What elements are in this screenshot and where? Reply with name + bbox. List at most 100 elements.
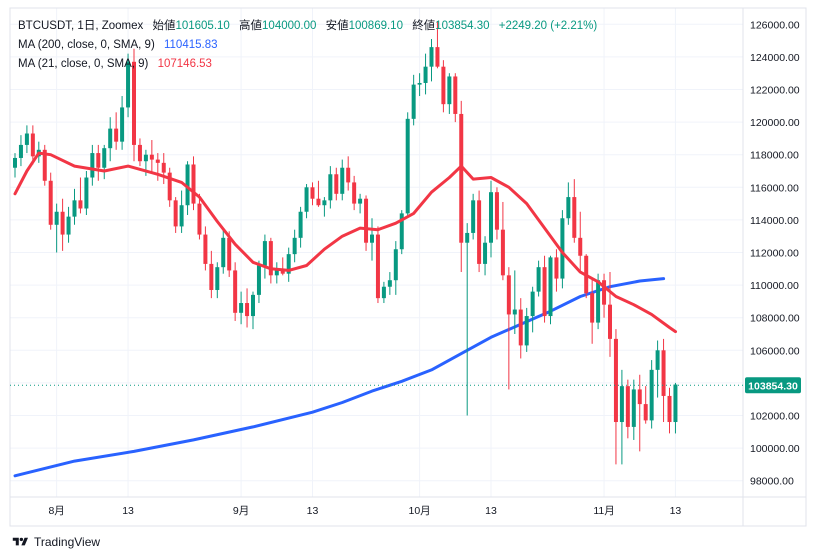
ma21-value: 107146.53 xyxy=(157,58,212,70)
candle-body xyxy=(239,303,244,313)
candle-body xyxy=(322,200,327,206)
candle-body xyxy=(245,303,250,317)
x-tick-label: 13 xyxy=(670,505,682,517)
candle-body xyxy=(661,350,666,396)
ma200-legend-row[interactable]: MA (200, close, 0, SMA, 9) 110415.83 xyxy=(18,36,597,55)
candle-body xyxy=(137,144,142,162)
candle-body xyxy=(578,237,583,256)
candle-body xyxy=(256,265,261,295)
candle-body xyxy=(340,167,345,194)
candle-body xyxy=(566,197,571,219)
candle-body xyxy=(24,133,29,145)
candle-body xyxy=(143,154,148,162)
candle-body xyxy=(608,304,612,339)
candle-body xyxy=(54,211,59,225)
candle-body xyxy=(506,275,511,315)
candle-body xyxy=(536,267,541,292)
candle-body xyxy=(48,180,53,225)
candle-body xyxy=(221,237,226,268)
candle-body xyxy=(602,280,607,305)
candle-body xyxy=(370,234,374,243)
candle-body xyxy=(84,177,89,209)
candle-body xyxy=(411,84,416,119)
x-tick-label: 8月 xyxy=(48,505,64,517)
candles xyxy=(13,21,678,465)
candle-body xyxy=(471,200,476,233)
candle-body xyxy=(453,76,458,114)
candle-body xyxy=(167,172,172,201)
candle-body xyxy=(655,350,660,370)
candle-body xyxy=(590,293,595,323)
candle-body xyxy=(673,384,678,423)
candle-body xyxy=(42,149,47,181)
candle-body xyxy=(530,291,535,317)
candle-body xyxy=(423,66,428,83)
candle-body xyxy=(251,294,255,317)
y-tick-label: 100000.00 xyxy=(750,443,800,455)
close-label: 終値 xyxy=(412,20,436,32)
high-label: 高値 xyxy=(239,20,263,32)
y-tick-label: 122000.00 xyxy=(750,85,800,97)
candle-body xyxy=(304,187,309,212)
ma200-line xyxy=(13,277,666,478)
last-price-tag xyxy=(745,377,801,394)
candle-body xyxy=(637,389,642,405)
candle-body xyxy=(435,47,440,67)
candle-body xyxy=(185,164,190,206)
candle-body xyxy=(274,268,279,276)
candle-body xyxy=(286,254,291,274)
candle-body xyxy=(542,267,547,317)
x-tick-label: 10月 xyxy=(409,505,431,517)
candle-body xyxy=(548,257,553,317)
candle-body xyxy=(215,267,220,290)
candle-body xyxy=(292,237,297,255)
candle-body xyxy=(447,76,452,105)
candle-body xyxy=(18,144,23,158)
candle-body xyxy=(120,107,125,142)
candle-body xyxy=(560,218,565,279)
y-tick-label: 110000.00 xyxy=(750,280,799,292)
candle-body xyxy=(203,234,208,264)
candle-body xyxy=(554,257,559,279)
candle-body xyxy=(417,82,422,85)
candle-body xyxy=(387,280,392,287)
candle-body xyxy=(334,174,339,194)
candle-body xyxy=(191,164,196,204)
x-tick-label: 11月 xyxy=(593,505,614,517)
candle-body xyxy=(393,249,398,281)
candle-body xyxy=(667,395,672,423)
candle-body xyxy=(173,200,178,227)
candle-body xyxy=(262,241,267,266)
candle-body xyxy=(132,61,136,145)
y-tick-label: 106000.00 xyxy=(750,345,800,357)
candle-body xyxy=(328,174,333,201)
x-tick-label: 13 xyxy=(485,505,497,517)
ma21-line xyxy=(13,151,677,334)
last-price-label: 103854.30 xyxy=(748,380,798,392)
candle-body xyxy=(494,192,499,230)
candle-body xyxy=(405,118,410,214)
ma21-layer xyxy=(13,151,677,334)
tradingview-logo-icon xyxy=(12,537,28,546)
candle-body xyxy=(375,234,380,299)
close-value: 103854.30 xyxy=(435,20,490,32)
candle-body xyxy=(233,270,238,313)
candle-body xyxy=(465,232,470,243)
candle-body xyxy=(619,386,624,423)
candle-body xyxy=(310,187,315,199)
y-tick-label: 108000.00 xyxy=(750,313,800,325)
tradingview-branding[interactable]: TradingView xyxy=(12,535,100,549)
y-tick-label: 124000.00 xyxy=(750,52,800,64)
symbol-label[interactable]: BTCUSDT, 1日, Zoomex xyxy=(18,20,144,32)
high-value: 104000.00 xyxy=(262,20,317,32)
candle-body xyxy=(500,229,505,276)
candle-body xyxy=(155,159,160,163)
ma200-label: MA (200, close, 0, SMA, 9) xyxy=(18,39,155,51)
x-tick-label: 9月 xyxy=(233,505,249,517)
candle-body xyxy=(483,242,488,264)
ma21-legend-row[interactable]: MA (21, close, 0, SMA, 9) 107146.53 xyxy=(18,55,597,74)
candle-body xyxy=(613,338,618,423)
candle-body xyxy=(649,369,654,421)
open-value: 101605.10 xyxy=(175,20,230,32)
